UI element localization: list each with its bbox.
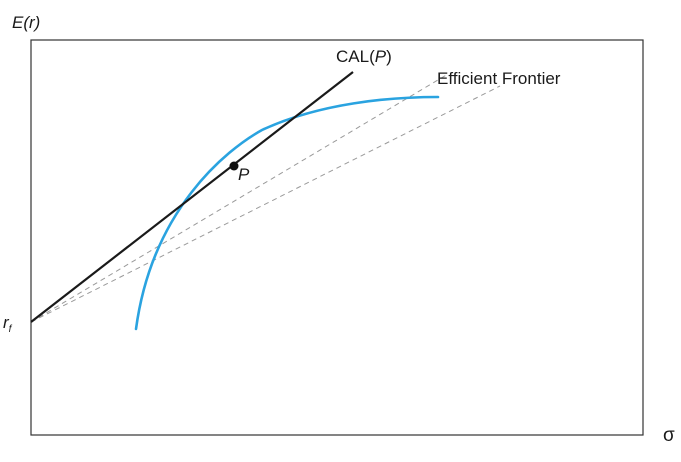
dashed-line-upper xyxy=(30,73,449,323)
point-p-label: P xyxy=(238,165,250,184)
tangency-point-p xyxy=(229,161,239,171)
dashed-line-lower xyxy=(30,85,501,323)
plot-frame xyxy=(30,39,644,436)
y-axis-label: E(r) xyxy=(12,13,40,32)
cal-label: CAL(P) xyxy=(336,47,392,66)
efficient-frontier-label: Efficient Frontier xyxy=(437,69,561,88)
x-axis-label: σ xyxy=(663,425,675,446)
capital-allocation-line xyxy=(30,71,354,323)
efficient-frontier-curve xyxy=(134,95,440,331)
rf-label: rf xyxy=(3,313,13,335)
